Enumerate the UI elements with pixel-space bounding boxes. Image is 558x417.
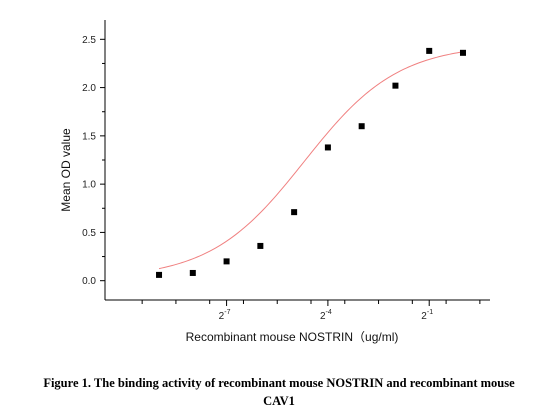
y-axis-title: Mean OD value	[59, 128, 73, 212]
y-tick-label: 0.5	[82, 228, 96, 239]
y-tick-label: 2.5	[82, 35, 96, 46]
y-tick-label: 1.5	[82, 131, 96, 142]
fit-curve	[158, 51, 465, 270]
y-axis-ticks: 0.0 0.5 1.0 1.5 2.0 2.5	[82, 35, 105, 287]
data-point	[426, 47, 433, 54]
x-axis-ticks: 2-7 2-4 2-1	[141, 300, 481, 322]
data-point	[223, 258, 230, 265]
data-point	[257, 242, 264, 249]
data-point	[358, 123, 365, 130]
binding-activity-chart: 0.0 0.5 1.0 1.5 2.0 2.5 2-7 2-4 2-1 Mean OD val…	[59, 20, 490, 344]
data-point	[392, 82, 399, 89]
y-tick-label: 2.0	[82, 83, 96, 94]
data-point	[156, 271, 163, 278]
data-point	[189, 269, 196, 276]
x-axis-title: Recombinant mouse NOSTRIN（ug/ml)	[186, 330, 399, 344]
figure-caption-line-1: Figure 1. The binding activity of recomb…	[43, 376, 515, 390]
data-point	[291, 209, 298, 216]
y-tick-label: 0.0	[82, 276, 96, 287]
data-points	[156, 47, 466, 278]
data-point	[324, 144, 331, 151]
figure-caption: Figure 1. The binding activity of recomb…	[0, 376, 558, 409]
data-point	[459, 49, 466, 56]
x-tick-label: 2-4	[320, 309, 332, 322]
x-tick-label: 2-1	[421, 309, 433, 322]
figure-caption-line-2: CAV1	[263, 394, 295, 408]
x-tick-label: 2-7	[219, 309, 231, 322]
chart-axes	[104, 20, 490, 301]
y-tick-label: 1.0	[82, 180, 96, 191]
